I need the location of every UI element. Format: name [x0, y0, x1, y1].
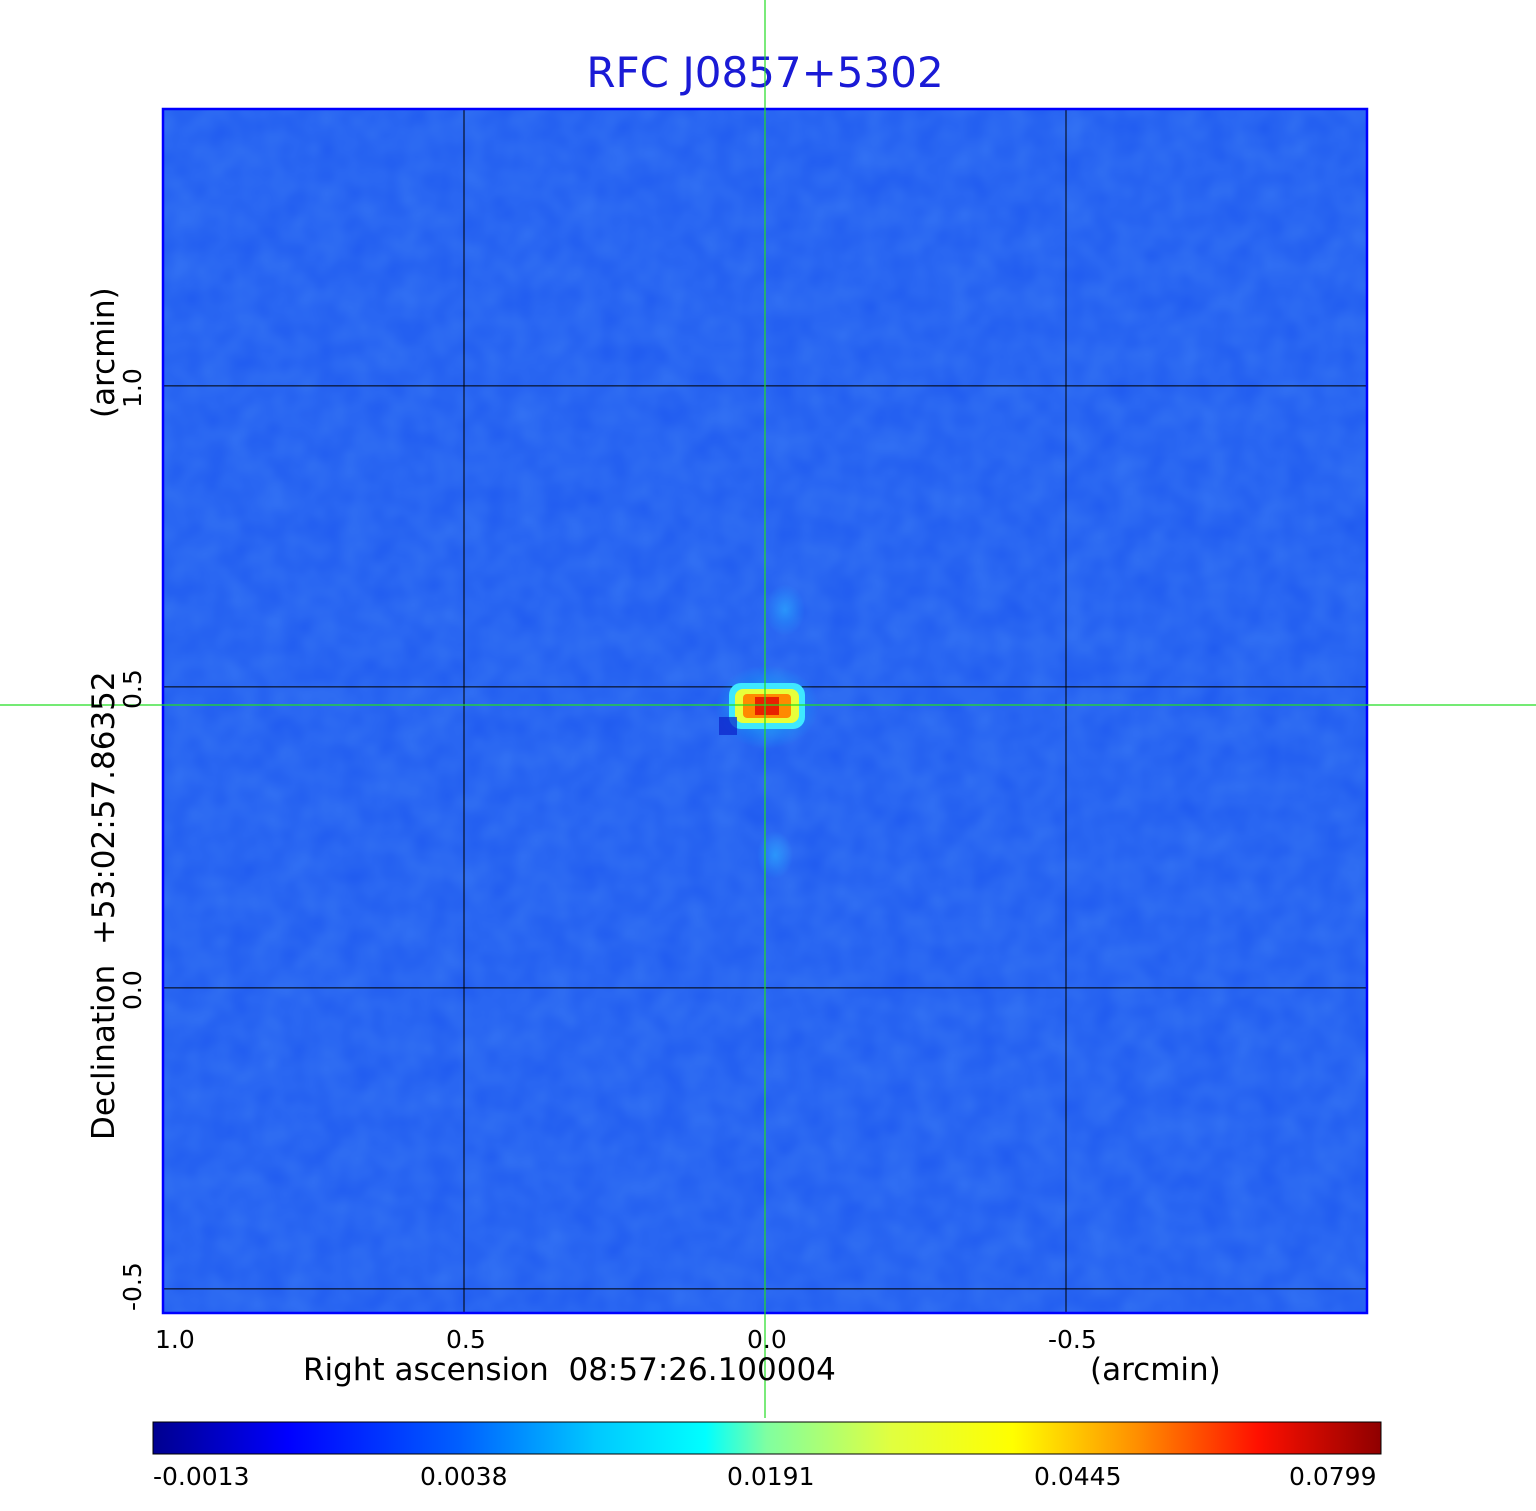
y-axis-label-area: Declination +53:02:57.86352 (arcmin) [86, 0, 126, 1511]
colorbar [152, 1421, 1382, 1455]
x-tick-label: 1.0 [155, 1325, 195, 1354]
x-axis-unit: (arcmin) [1090, 1352, 1221, 1388]
colorbar-tick-label: 0.0038 [420, 1462, 508, 1491]
x-tick-label: -0.5 [1048, 1325, 1097, 1354]
source-peak [715, 583, 819, 879]
source-core [755, 696, 779, 715]
x-axis-label: Right ascension 08:57:26.100004 [303, 1352, 836, 1388]
colorbar-tick-label: 0.0191 [727, 1462, 815, 1491]
colorbar-tick-label: -0.0013 [153, 1462, 250, 1491]
sidelobe-north [765, 583, 805, 636]
x-tick-label: 0.0 [747, 1325, 787, 1354]
y-axis-label: Declination +53:02:57.86352 [86, 671, 122, 1140]
negative-dip [719, 716, 737, 735]
y-axis-unit: (arcmin) [86, 287, 122, 418]
colorbar-tick-label: 0.0445 [1034, 1462, 1122, 1491]
crosshair [0, 0, 1536, 1418]
sidelobe-south [757, 830, 793, 879]
colorbar-tick-label: 0.0799 [1289, 1462, 1377, 1491]
x-tick-label: 0.5 [446, 1325, 486, 1354]
